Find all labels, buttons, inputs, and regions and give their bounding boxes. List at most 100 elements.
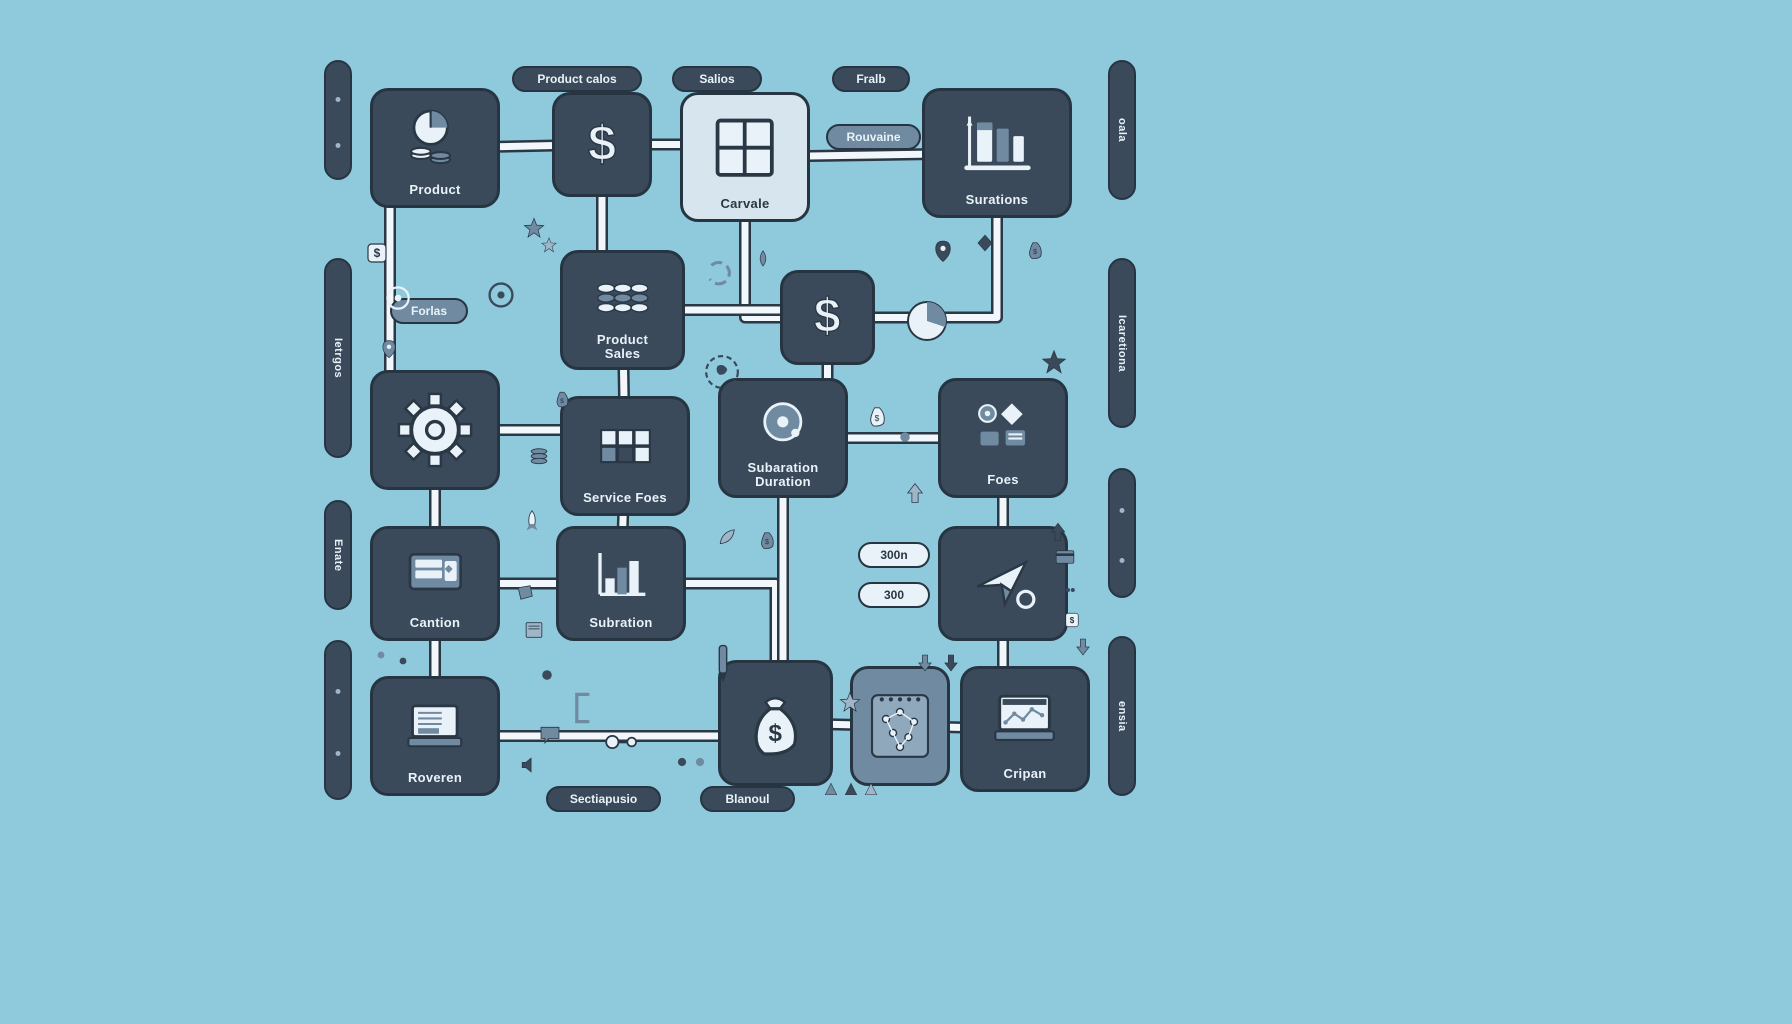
- dollar-icon: $: [791, 281, 864, 354]
- sidebar-label: Enate: [332, 539, 344, 571]
- arrow-up-icon: [902, 480, 928, 506]
- sack-icon: $: [862, 400, 892, 430]
- star-icon: [1040, 348, 1068, 376]
- lbracket-icon: [564, 688, 604, 728]
- svg-text:$: $: [374, 246, 381, 260]
- bars-chart-icon: [933, 99, 1061, 189]
- leaf-icon: [714, 524, 740, 550]
- node-label: Foes: [987, 473, 1019, 487]
- stacks-icon: [571, 259, 674, 329]
- dots3-icon: [1058, 580, 1078, 600]
- svg-text:$: $: [814, 290, 841, 343]
- pill-label: Fralb: [856, 72, 885, 86]
- compass-icon: [729, 387, 837, 457]
- sidebar-sb-right-2: Icaretiona: [1108, 258, 1136, 428]
- sidebar-sb-right-1: oala: [1108, 60, 1136, 200]
- p-300b: 300: [858, 582, 930, 608]
- speaker-icon: [516, 752, 542, 778]
- dot-icon: [898, 430, 912, 444]
- triangle-icon: [822, 780, 840, 798]
- laptop-line-icon: [971, 677, 1079, 763]
- pill-label: 300: [884, 588, 904, 602]
- pie-small-icon: [902, 296, 952, 346]
- node-label: Roveren: [408, 771, 462, 785]
- node-label: Surations: [966, 193, 1029, 207]
- node-label: Cripan: [1004, 767, 1047, 781]
- analytics-icon: [567, 537, 675, 612]
- n-roveren: Roveren: [370, 676, 500, 796]
- p-blanoul: Blanoul: [700, 786, 795, 812]
- dot-icon: [694, 756, 706, 768]
- sidebar-sb-left-3: [324, 640, 352, 800]
- laptop-doc-icon: [381, 687, 489, 767]
- arrow-dn-icon: [914, 652, 936, 674]
- sidebar-label: Icaretiona: [1116, 315, 1128, 372]
- loc-pin-icon: [378, 338, 400, 360]
- dollar-sm-icon: $: [1060, 608, 1084, 632]
- sack-icon: $: [754, 526, 780, 552]
- dollar-icon: $: [563, 103, 641, 186]
- p-300a: 300n: [858, 542, 930, 568]
- n-product: Product: [370, 88, 500, 208]
- pill-label: 300n: [880, 548, 907, 562]
- n-dollar-1: $: [552, 92, 652, 197]
- p-product-calos: Product calos: [512, 66, 642, 92]
- dot-icon: [376, 650, 386, 660]
- monitor-doc-icon: [381, 537, 489, 612]
- sidebar-label: Ietrgos: [332, 338, 344, 378]
- dot-icon: [676, 756, 688, 768]
- svg-text:$: $: [875, 413, 880, 423]
- star-icon: [540, 236, 558, 254]
- sidebar-sb-top-1: [324, 60, 352, 180]
- drop-icon: [752, 248, 774, 270]
- node-label: Cantion: [410, 616, 460, 630]
- chat-icon: [536, 720, 564, 748]
- globe-icon: [700, 350, 744, 394]
- n-prod-sales: ProductSales: [560, 250, 685, 370]
- dot-icon: [398, 656, 408, 666]
- n-service: Service Foes: [560, 396, 690, 516]
- pen-icon: [700, 640, 746, 686]
- sidebar-sb-left-1: Ietrgos: [324, 258, 352, 458]
- scrap-icon: [512, 580, 538, 606]
- rocket-icon: [518, 508, 546, 536]
- blocks-icon: [571, 407, 679, 487]
- star-icon: [838, 690, 862, 714]
- n-subration-1: SubarationDuration: [718, 378, 848, 498]
- diamond-icon: [974, 232, 996, 254]
- network-icon: [861, 677, 939, 775]
- p-sectiapusio: Sectiapusio: [546, 786, 661, 812]
- widgets-icon: [949, 389, 1057, 469]
- sidebar-label: oala: [1116, 118, 1128, 142]
- svg-text:$: $: [1070, 616, 1075, 625]
- sidebar-sb-left-2: Enate: [324, 500, 352, 610]
- n-carvale: Carvale: [680, 92, 810, 222]
- svg-text:$: $: [588, 114, 616, 171]
- sidebar-label: ensia: [1116, 701, 1128, 732]
- sack-icon: $: [1022, 236, 1048, 262]
- svg-text:$: $: [769, 720, 783, 747]
- triangle-icon: [842, 780, 860, 798]
- p-salios: Salios: [672, 66, 762, 92]
- pill-label: Sectiapusio: [570, 792, 637, 806]
- sack-s-icon: $: [550, 386, 574, 410]
- connector-icon: [600, 720, 644, 764]
- svg-text:$: $: [765, 537, 769, 546]
- gear-icon: [381, 381, 489, 479]
- n-cripan: Cripan: [960, 666, 1090, 792]
- pill-label: Forlas: [411, 304, 447, 318]
- n-cantion: Cantion: [370, 526, 500, 641]
- pie-coins-icon: [381, 99, 489, 179]
- node-label: Service Foes: [583, 491, 667, 505]
- node-label: Product: [409, 183, 460, 197]
- sidebar-sb-right-4: ensia: [1108, 636, 1136, 796]
- arrow-up-icon: [1046, 520, 1070, 544]
- card-icon: [1052, 544, 1078, 570]
- target-icon: [384, 284, 412, 312]
- arrow-dn-icon: [1072, 636, 1094, 658]
- node-label: ProductSales: [597, 333, 648, 362]
- recycle-icon: [700, 254, 738, 292]
- book-icon: [520, 616, 548, 644]
- triangle-icon: [862, 780, 880, 798]
- n-foes: Foes: [938, 378, 1068, 498]
